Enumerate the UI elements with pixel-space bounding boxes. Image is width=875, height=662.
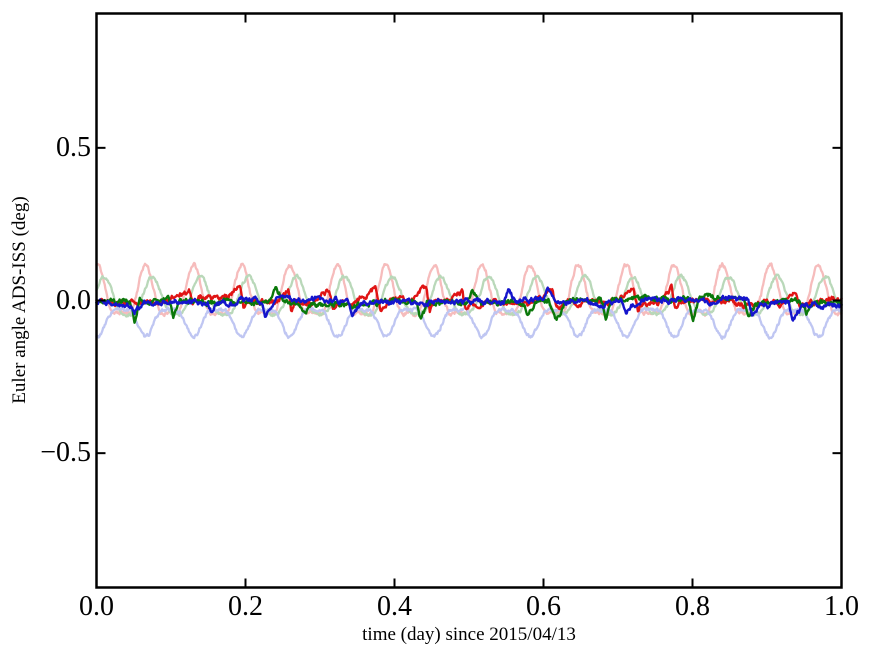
- y-tick-label-−0.5: −0.5: [40, 437, 91, 469]
- x-tick-label-0.0: 0.0: [79, 591, 114, 622]
- y-tick-label-0.0: 0.0: [56, 284, 91, 316]
- x-tick-label-0.6: 0.6: [526, 591, 561, 622]
- axis-ticks: [95, 13, 843, 588]
- series-line-euler-z-raw: [95, 306, 843, 341]
- x-tick-label-0.2: 0.2: [228, 591, 263, 622]
- y-tick-label-0.5: 0.5: [56, 131, 91, 163]
- x-tick-label-0.8: 0.8: [675, 591, 710, 622]
- series-lines: [95, 261, 843, 341]
- series-line-euler-z-filtered: [95, 286, 843, 322]
- x-tick-label-0.4: 0.4: [377, 591, 412, 622]
- x-axis-label: time (day) since 2015/04/13: [362, 624, 576, 645]
- x-tick-label-1.0: 1.0: [824, 591, 859, 622]
